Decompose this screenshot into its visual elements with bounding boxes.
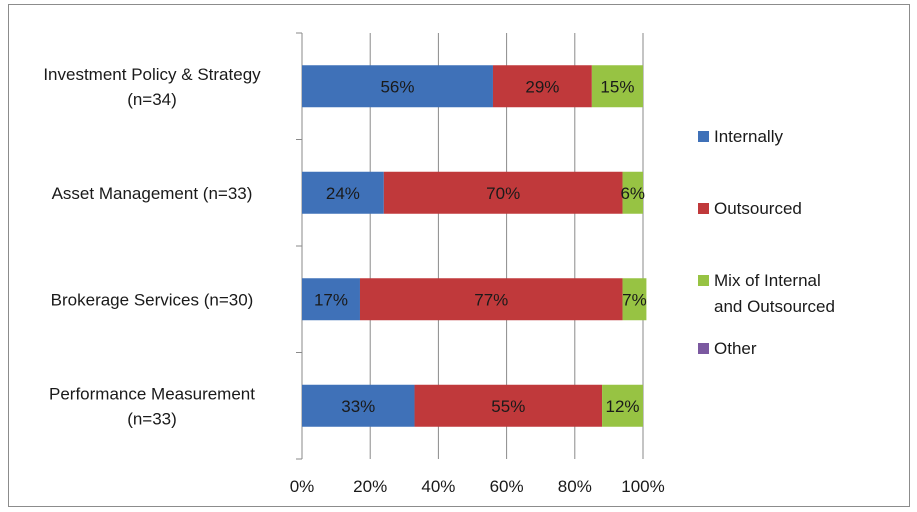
- data-label: 70%: [486, 184, 520, 203]
- x-tick-label: 100%: [621, 477, 664, 496]
- bar-segment: [602, 384, 643, 427]
- category-label: Investment Policy & Strategy: [43, 65, 261, 84]
- legend-label: Internally: [714, 127, 783, 146]
- bar-segment: [383, 171, 623, 214]
- data-label: 12%: [606, 397, 640, 416]
- data-label: 56%: [380, 77, 414, 96]
- x-tick-label: 40%: [421, 477, 455, 496]
- legend-label: Outsourced: [714, 199, 802, 218]
- data-label: 55%: [491, 397, 525, 416]
- bar-segment: [359, 278, 623, 321]
- data-label: 29%: [525, 77, 559, 96]
- legend-swatch: [698, 343, 709, 354]
- x-tick-label: 20%: [353, 477, 387, 496]
- bar-segment: [302, 171, 384, 214]
- bar-segment: [414, 384, 603, 427]
- data-label: 17%: [314, 290, 348, 309]
- category-label: Brokerage Services (n=30): [51, 290, 254, 309]
- bar-segment: [302, 278, 360, 321]
- data-label: 33%: [341, 397, 375, 416]
- bar-segment: [622, 278, 647, 321]
- data-label: 77%: [474, 290, 508, 309]
- data-label: 6%: [620, 184, 645, 203]
- bar-segment: [302, 384, 415, 427]
- x-tick-label: 0%: [290, 477, 315, 496]
- x-tick-label: 60%: [490, 477, 524, 496]
- bar-segment: [302, 65, 493, 108]
- x-tick-label: 80%: [558, 477, 592, 496]
- category-label: Asset Management (n=33): [52, 184, 253, 203]
- data-label: 15%: [600, 77, 634, 96]
- legend-label: and Outsourced: [714, 297, 835, 316]
- legend-swatch: [698, 203, 709, 214]
- legend-swatch: [698, 131, 709, 142]
- bar-segment: [591, 65, 643, 108]
- bar-segment: [622, 171, 643, 214]
- category-label: Performance Measurement: [49, 384, 255, 403]
- data-label: 7%: [622, 290, 647, 309]
- legend-label: Other: [714, 339, 757, 358]
- legend-swatch: [698, 275, 709, 286]
- data-label: 24%: [326, 184, 360, 203]
- bar-segment: [492, 65, 592, 108]
- category-label: (n=33): [127, 409, 177, 428]
- legend-label: Mix of Internal: [714, 271, 821, 290]
- category-label: (n=34): [127, 90, 177, 109]
